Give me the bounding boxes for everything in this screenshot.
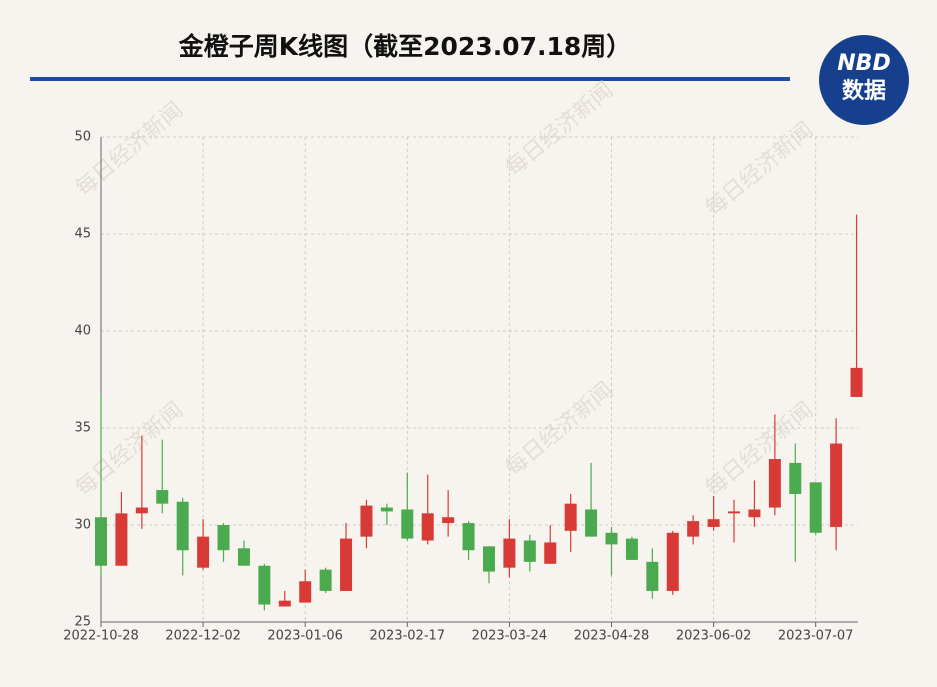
candle-body [707, 519, 720, 527]
candle-body [544, 542, 557, 564]
candle-body [401, 509, 414, 539]
candle-body [258, 565, 271, 605]
title-rule [30, 77, 790, 81]
candle-body [421, 513, 434, 541]
candle-body [666, 532, 679, 591]
candle-body [156, 490, 169, 504]
candle-body [340, 538, 353, 591]
candle-body [319, 569, 332, 591]
chart-title: 金橙子周K线图（截至2023.07.18周） [178, 32, 632, 61]
candle-body [605, 532, 618, 545]
y-tick-label: 25 [74, 615, 91, 630]
logo-bottom: 数据 [842, 78, 886, 104]
candle-body [360, 505, 373, 537]
y-tick-label: 45 [74, 227, 91, 242]
candle-body [564, 503, 577, 531]
candle-body [646, 561, 659, 591]
candle-body [728, 511, 741, 514]
x-tick-label: 2023-03-24 [472, 629, 548, 644]
candle-body [462, 523, 475, 551]
candle-body [585, 509, 598, 537]
y-tick-label: 40 [74, 324, 91, 339]
logo [819, 35, 909, 125]
x-tick-label: 2023-01-06 [267, 629, 343, 644]
candle-body [135, 507, 148, 514]
candle-body [115, 513, 128, 566]
candle-body [768, 459, 781, 508]
x-tick-label: 2023-06-02 [676, 629, 752, 644]
x-tick-label: 2022-10-28 [63, 629, 139, 644]
candle-body [748, 509, 761, 518]
candle-body [850, 367, 863, 397]
candle-body [503, 538, 516, 568]
x-tick-label: 2023-04-28 [574, 629, 650, 644]
candle-body [789, 462, 802, 494]
candle-body [299, 581, 312, 603]
candle-body [95, 517, 107, 566]
x-tick-label: 2023-02-17 [370, 629, 446, 644]
candle-body [278, 600, 291, 607]
candle-body [809, 482, 822, 533]
logo-top: NBD [837, 51, 890, 76]
candle-body [482, 546, 495, 572]
x-tick-label: 2023-07-07 [778, 629, 854, 644]
candle-body [380, 507, 393, 512]
candle-body [197, 536, 210, 568]
x-tick-label: 2022-12-02 [165, 629, 241, 644]
candle-body [237, 548, 250, 566]
y-tick-label: 50 [74, 130, 91, 145]
candle-body [625, 538, 638, 560]
candle-body [830, 443, 843, 527]
candle-body [442, 517, 455, 524]
y-tick-label: 30 [74, 518, 91, 533]
candle-body [523, 540, 536, 562]
candle-body [176, 501, 189, 551]
y-tick-label: 35 [74, 421, 91, 436]
candle-body [687, 521, 700, 537]
candle-body [217, 525, 230, 551]
